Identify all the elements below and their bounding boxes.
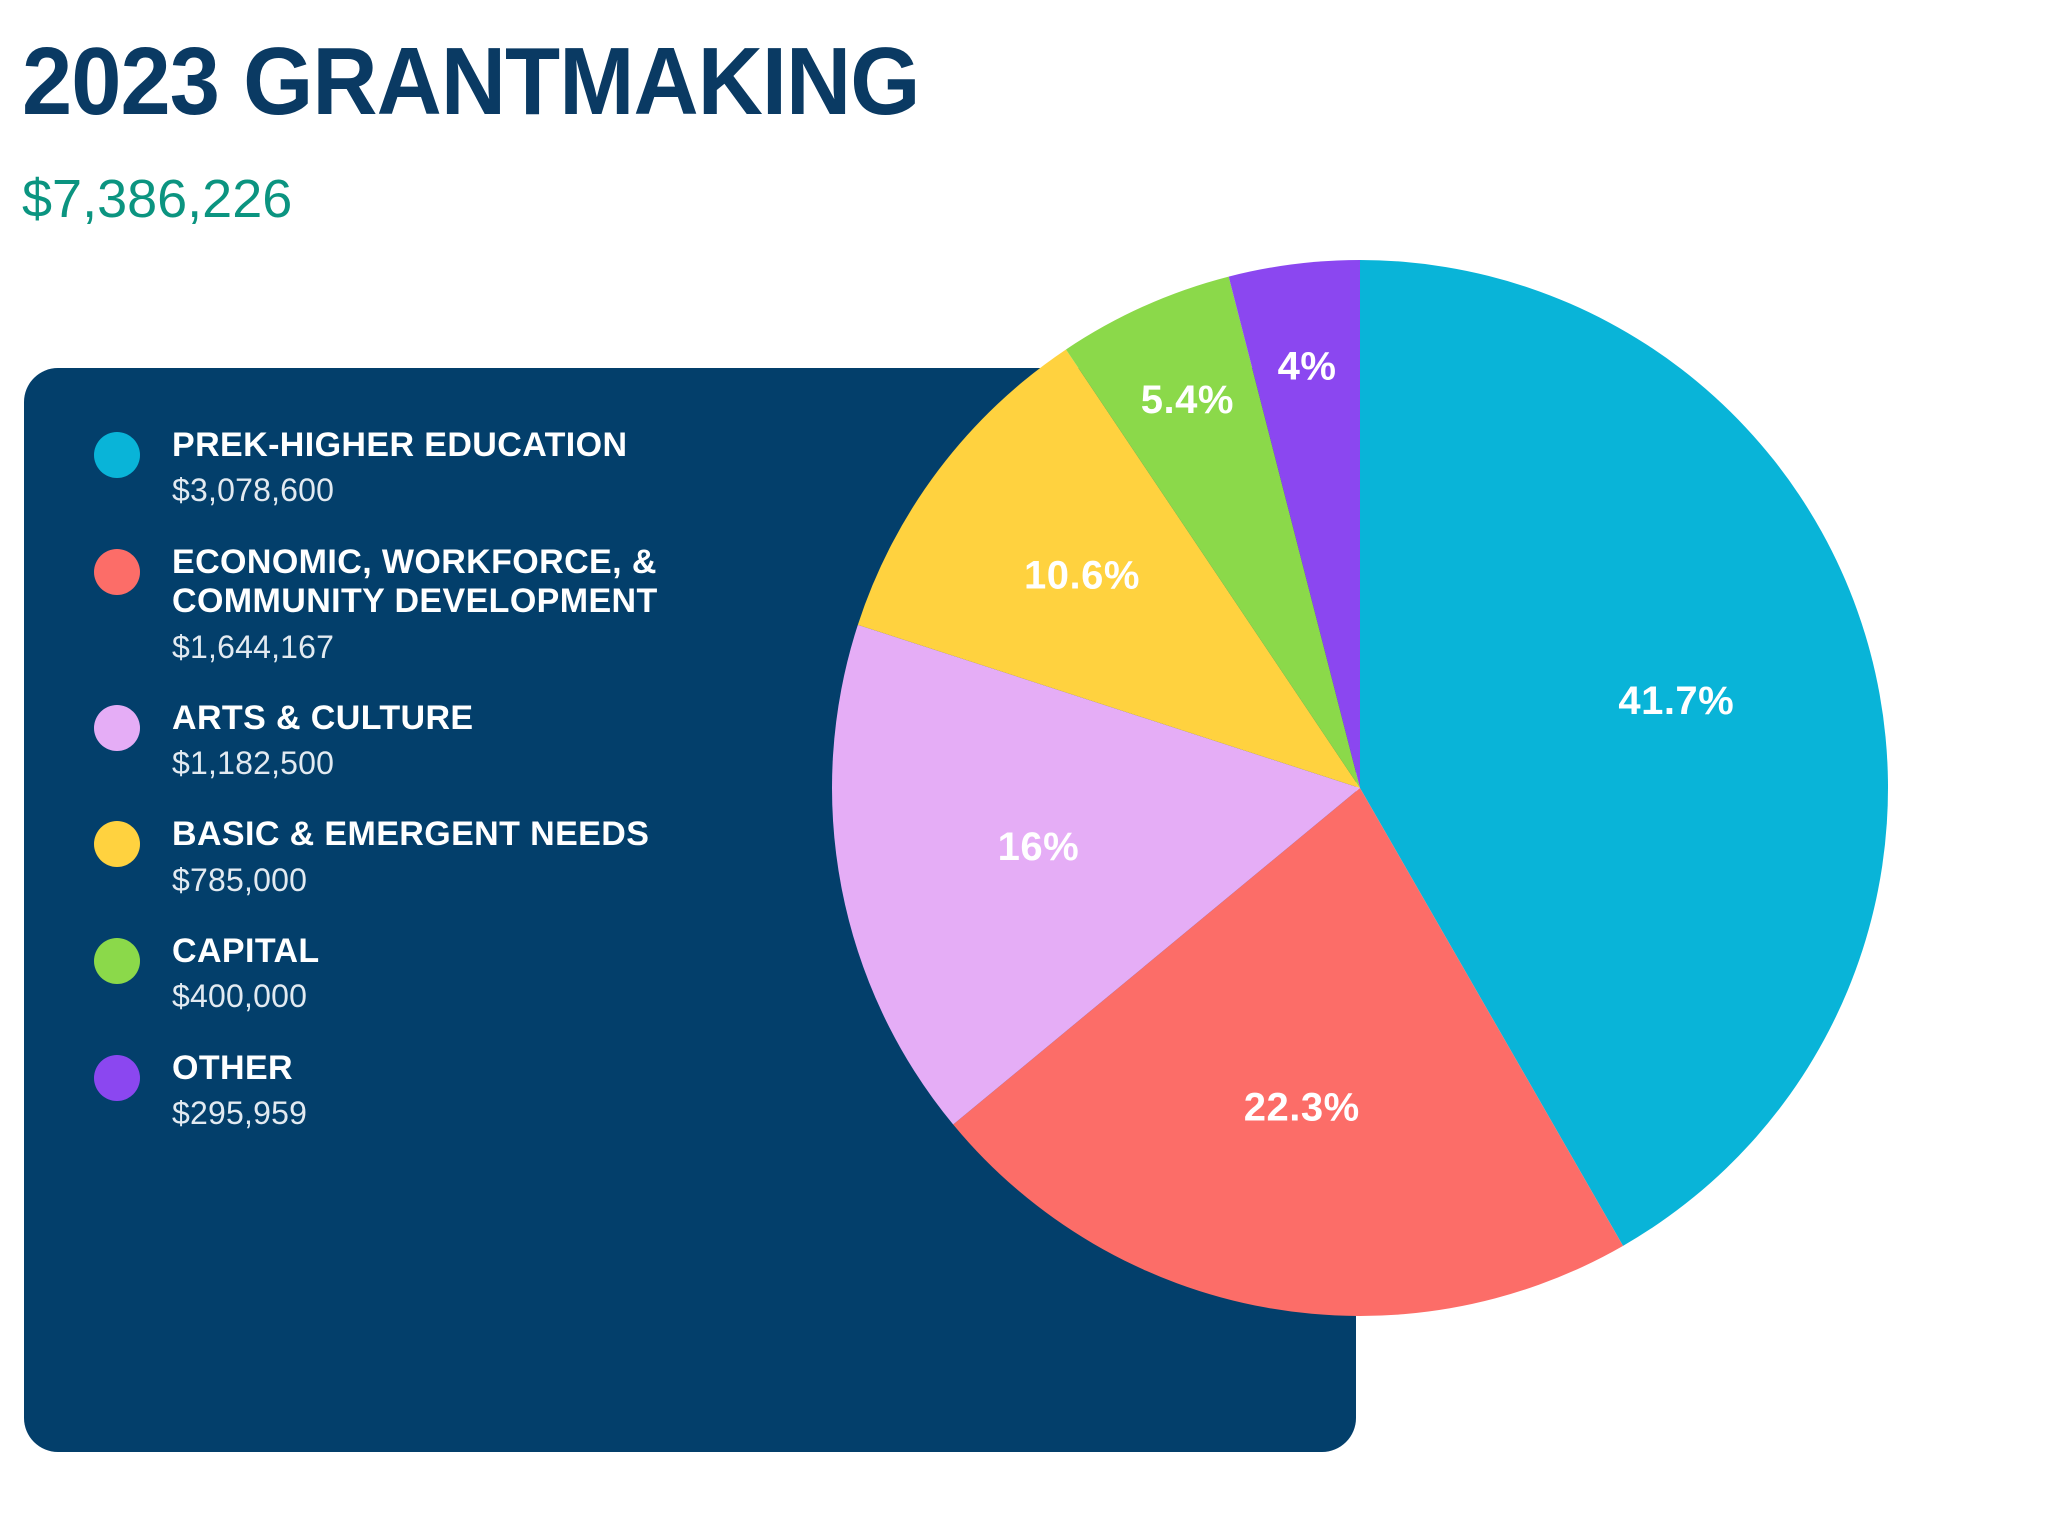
legend-item-label: ARTS & CULTURE — [172, 698, 474, 737]
legend-item-economic-workforce-community-development[interactable]: ECONOMIC, WORKFORCE, & COMMUNITY DEVELOP… — [94, 543, 794, 665]
pie-slice-label: 22.3% — [1244, 1086, 1360, 1130]
legend-item-value: $1,644,167 — [172, 628, 335, 665]
pie-slice[interactable] — [832, 624, 1360, 1125]
legend: PREK-HIGHER EDUCATION $3,078,600 ECONOMI… — [94, 426, 794, 1165]
legend-swatch-icon — [94, 548, 140, 595]
legend-item-value: $3,078,600 — [172, 472, 335, 509]
legend-item-basic-emergent-needs[interactable]: BASIC & EMERGENT NEEDS $785,000 — [94, 815, 794, 898]
legend-swatch-icon — [94, 704, 140, 751]
pie-slice-labels: 41.7% 22.3% 16% 10.6% 5.4% 4% — [998, 344, 1734, 1130]
pie-slice[interactable] — [953, 788, 1624, 1316]
legend-item-value: $400,000 — [172, 978, 308, 1015]
pie-slice[interactable] — [1360, 260, 1889, 1246]
legend-swatch-icon — [94, 432, 140, 478]
pie-slices — [832, 260, 1889, 1316]
legend-item-label: CAPITAL — [172, 931, 320, 970]
grantmaking-pie-chart: 41.7% 22.3% 16% 10.6% 5.4% 4% — [830, 258, 1890, 1318]
legend-item-label: PREK-HIGHER EDUCATION — [172, 426, 628, 464]
pie-slice[interactable] — [1228, 260, 1360, 788]
legend-item-label: ECONOMIC, WORKFORCE, & COMMUNITY DEVELOP… — [172, 542, 658, 621]
pie-slice-label: 10.6% — [1024, 553, 1140, 597]
legend-item-prek-higher-education[interactable]: PREK-HIGHER EDUCATION $3,078,600 — [94, 426, 794, 509]
pie-slice-label: 41.7% — [1618, 679, 1734, 723]
legend-item-value: $295,959 — [172, 1095, 308, 1131]
legend-swatch-icon — [94, 821, 140, 868]
total-grantmaking-amount: $7,386,226 — [22, 169, 293, 229]
legend-swatch-icon — [94, 937, 140, 984]
legend-item-capital[interactable]: CAPITAL $400,000 — [94, 932, 794, 1015]
legend-item-value: $785,000 — [172, 861, 308, 898]
legend-swatch-icon — [94, 1054, 140, 1101]
legend-item-other[interactable]: OTHER $295,959 — [94, 1049, 794, 1132]
pie-slice-label: 4% — [1278, 344, 1337, 388]
legend-item-value: $1,182,500 — [172, 745, 335, 782]
legend-item-arts-culture[interactable]: ARTS & CULTURE $1,182,500 — [94, 699, 794, 782]
legend-item-label: OTHER — [172, 1048, 293, 1087]
pie-slice[interactable] — [1065, 276, 1360, 788]
pie-slice-label: 5.4% — [1141, 378, 1234, 422]
pie-slice-label: 16% — [998, 825, 1080, 869]
legend-item-label: BASIC & EMERGENT NEEDS — [172, 815, 650, 854]
pie-slice[interactable] — [857, 349, 1360, 788]
page-title: 2023 GRANTMAKING — [22, 28, 920, 135]
